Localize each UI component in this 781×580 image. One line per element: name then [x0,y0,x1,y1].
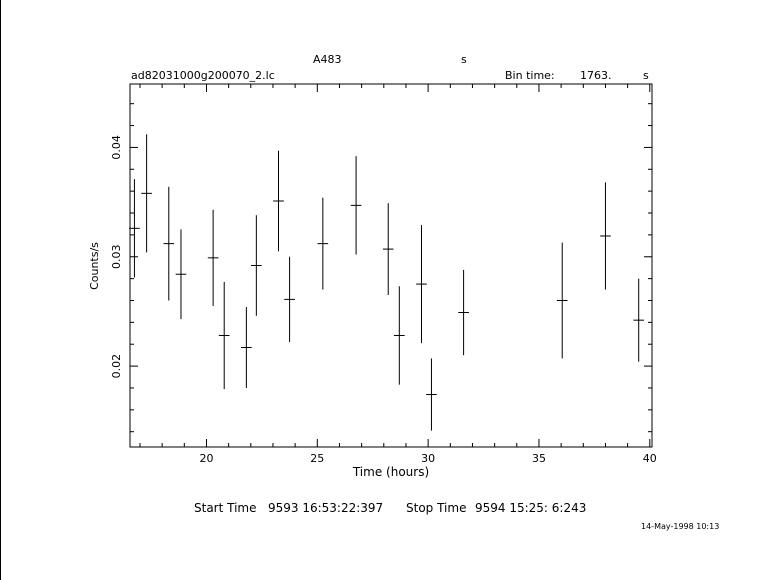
filename-label: ad82031000g200070_2.lc [131,69,275,82]
start-time-value: 9593 16:53:22:397 [268,501,384,515]
y-tick-label: 0.04 [110,135,123,160]
data-point [317,197,329,290]
data-point [251,215,262,316]
data-point [207,209,219,306]
object-name: A483 [313,53,342,66]
object-unit: s [461,53,467,66]
axis-tick-labels: 20 25 30 35 40 0.02 0.03 0.04 [110,135,657,465]
data-point [129,179,140,278]
data-point [382,203,394,296]
bin-time-label: Bin time: [505,69,555,82]
y-tick-label: 0.02 [110,354,123,379]
date-stamp: 14-May-1998 10:13 [641,522,720,531]
x-tick-label: 20 [199,452,213,465]
data-point [175,229,187,320]
data-point [556,242,568,359]
data-point [458,269,469,356]
x-tick-label: 30 [421,452,435,465]
data-point [393,286,405,385]
data-point [241,307,252,388]
bin-time-value: 1763. [580,69,612,82]
data-point [600,182,611,290]
bin-time-unit: s [643,69,649,82]
y-tick-label: 0.03 [110,245,123,270]
data-point [163,186,175,301]
stop-time-value: 9594 15:25: 6:243 [475,501,587,515]
data-point [416,225,427,344]
start-time-label: Start Time [194,501,257,515]
data-point [218,281,230,390]
data-points [129,134,645,431]
x-tick-label: 25 [310,452,324,465]
data-point [284,256,295,343]
stop-time-label: Stop Time [406,501,467,515]
data-point [633,278,645,362]
data-point [141,134,152,253]
left-border-line [0,0,1,580]
x-tick-label: 40 [643,452,657,465]
data-point [350,156,362,255]
axis-ticks [130,84,652,447]
data-point [273,150,284,252]
plot-frame [129,83,653,448]
y-axis-label: Counts/s [88,242,101,290]
data-point [426,358,437,431]
x-axis-label: Time (hours) [352,465,429,479]
x-tick-label: 35 [532,452,546,465]
